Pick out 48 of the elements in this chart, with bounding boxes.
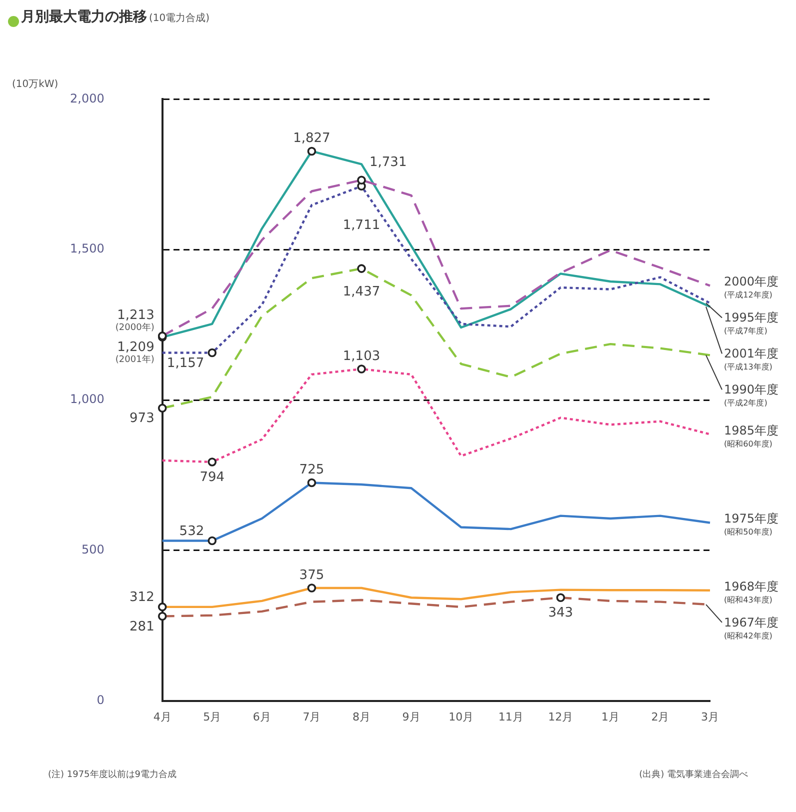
data-label: 1,157 xyxy=(166,356,204,371)
x-tick-label: 9月 xyxy=(402,710,420,724)
data-label: 343 xyxy=(548,606,574,621)
x-tick-label: 11月 xyxy=(498,710,524,724)
chart-subtitle: (10電力合成) xyxy=(149,12,210,25)
x-tick-label: 10月 xyxy=(448,710,474,724)
x-tick-label: 2月 xyxy=(651,710,670,724)
text: (出典) 電気事業連合会調べ xyxy=(639,768,748,781)
data-label: 725 xyxy=(299,462,324,478)
data-label: 1,731 xyxy=(370,155,407,170)
text: 2001年度 (平成13年度) xyxy=(724,346,779,372)
data-label: 1,711 xyxy=(342,218,380,234)
data-label: 312 xyxy=(130,590,154,605)
x-tick-label: 5月 xyxy=(203,710,222,724)
y-tick-label: 2,000 xyxy=(70,91,104,106)
data-label: 973 xyxy=(130,411,154,426)
data-label: 281 xyxy=(130,619,154,634)
series-label: 1985年度 (昭和60年度) xyxy=(724,423,779,448)
data-label: 1,213 xyxy=(117,308,154,323)
data-label: 794 xyxy=(200,470,225,485)
text: (注) 1975年度以前は9電力合成 xyxy=(48,768,177,781)
data-label: 375 xyxy=(299,568,324,583)
data-label: 1,209 xyxy=(117,340,154,356)
y-tick-label: 0 xyxy=(96,692,104,707)
x-tick-label: 4月 xyxy=(153,710,172,724)
series-label: 1967年度 (昭和42年度) xyxy=(724,615,779,640)
x-tick-label: 3月 xyxy=(701,710,719,724)
data-label: 532 xyxy=(179,524,204,539)
x-tick-label: 7月 xyxy=(302,710,321,724)
data-label: 1,437 xyxy=(342,284,380,300)
x-tick-label: 6月 xyxy=(252,710,271,724)
y-tick-label: 1,000 xyxy=(70,392,104,406)
y-axis-title: (10万kW) xyxy=(12,78,58,90)
x-tick-label: 1月 xyxy=(601,710,620,724)
data-label: 1,103 xyxy=(342,349,380,364)
data-label: 1,827 xyxy=(293,131,330,146)
chart-title: 月別最大電力の推移 xyxy=(21,8,147,26)
text: 1990年度 (平成2年度) xyxy=(724,382,779,408)
y-tick-label: 500 xyxy=(81,542,104,557)
series-label: 1968年度 (昭和43年度) xyxy=(724,579,779,604)
series-label: 2000年度 (平成12年度) xyxy=(724,274,779,300)
series-label: 1995年度 (平成7年度) xyxy=(724,310,779,336)
x-tick-label: 8月 xyxy=(352,710,370,724)
annotation: (2001年) xyxy=(115,354,154,366)
y-tick-label: 1,500 xyxy=(70,242,104,256)
annotation: (2000年) xyxy=(115,322,154,333)
x-tick-label: 12月 xyxy=(548,710,574,724)
series-label: 1975年度 (昭和50年度) xyxy=(724,512,779,537)
